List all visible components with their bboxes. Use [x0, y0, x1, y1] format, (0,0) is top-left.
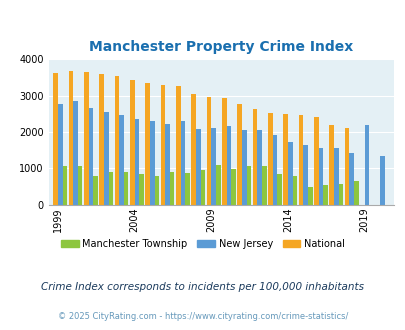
- Bar: [130, 80, 134, 205]
- Bar: [211, 128, 215, 205]
- Bar: [68, 71, 73, 205]
- Bar: [108, 172, 113, 205]
- Bar: [222, 98, 226, 205]
- Bar: [215, 165, 220, 205]
- Bar: [149, 121, 154, 205]
- Bar: [257, 130, 261, 205]
- Bar: [206, 97, 211, 205]
- Bar: [180, 121, 185, 205]
- Bar: [246, 166, 251, 205]
- Bar: [169, 172, 174, 205]
- Bar: [93, 176, 98, 205]
- Legend: Manchester Township, New Jersey, National: Manchester Township, New Jersey, Nationa…: [57, 235, 348, 252]
- Bar: [298, 115, 303, 205]
- Bar: [379, 156, 384, 205]
- Bar: [241, 130, 246, 205]
- Bar: [303, 146, 307, 205]
- Bar: [160, 85, 165, 205]
- Bar: [307, 187, 312, 205]
- Bar: [200, 170, 205, 205]
- Bar: [261, 167, 266, 205]
- Bar: [145, 83, 149, 205]
- Bar: [267, 114, 272, 205]
- Bar: [313, 117, 318, 205]
- Bar: [176, 86, 180, 205]
- Bar: [139, 175, 143, 205]
- Bar: [237, 104, 241, 205]
- Bar: [348, 153, 353, 205]
- Bar: [318, 148, 322, 205]
- Bar: [338, 184, 342, 205]
- Bar: [165, 124, 169, 205]
- Bar: [277, 174, 281, 205]
- Bar: [124, 172, 128, 205]
- Bar: [53, 73, 58, 205]
- Bar: [226, 126, 231, 205]
- Bar: [292, 176, 296, 205]
- Bar: [58, 104, 62, 205]
- Bar: [344, 128, 348, 205]
- Bar: [119, 115, 124, 205]
- Bar: [134, 119, 139, 205]
- Bar: [333, 148, 338, 205]
- Bar: [62, 166, 67, 205]
- Bar: [328, 125, 333, 205]
- Bar: [231, 169, 235, 205]
- Bar: [114, 77, 119, 205]
- Bar: [84, 73, 88, 205]
- Bar: [73, 101, 78, 205]
- Bar: [191, 93, 196, 205]
- Bar: [99, 74, 104, 205]
- Bar: [88, 109, 93, 205]
- Bar: [283, 114, 287, 205]
- Text: © 2025 CityRating.com - https://www.cityrating.com/crime-statistics/: © 2025 CityRating.com - https://www.city…: [58, 312, 347, 321]
- Bar: [78, 167, 82, 205]
- Bar: [196, 129, 200, 205]
- Bar: [185, 173, 190, 205]
- Bar: [252, 109, 257, 205]
- Bar: [104, 112, 108, 205]
- Title: Manchester Property Crime Index: Manchester Property Crime Index: [89, 40, 352, 54]
- Bar: [287, 142, 292, 205]
- Bar: [322, 185, 327, 205]
- Bar: [154, 176, 159, 205]
- Bar: [353, 182, 358, 205]
- Bar: [364, 125, 369, 205]
- Bar: [272, 135, 277, 205]
- Text: Crime Index corresponds to incidents per 100,000 inhabitants: Crime Index corresponds to incidents per…: [41, 282, 364, 292]
